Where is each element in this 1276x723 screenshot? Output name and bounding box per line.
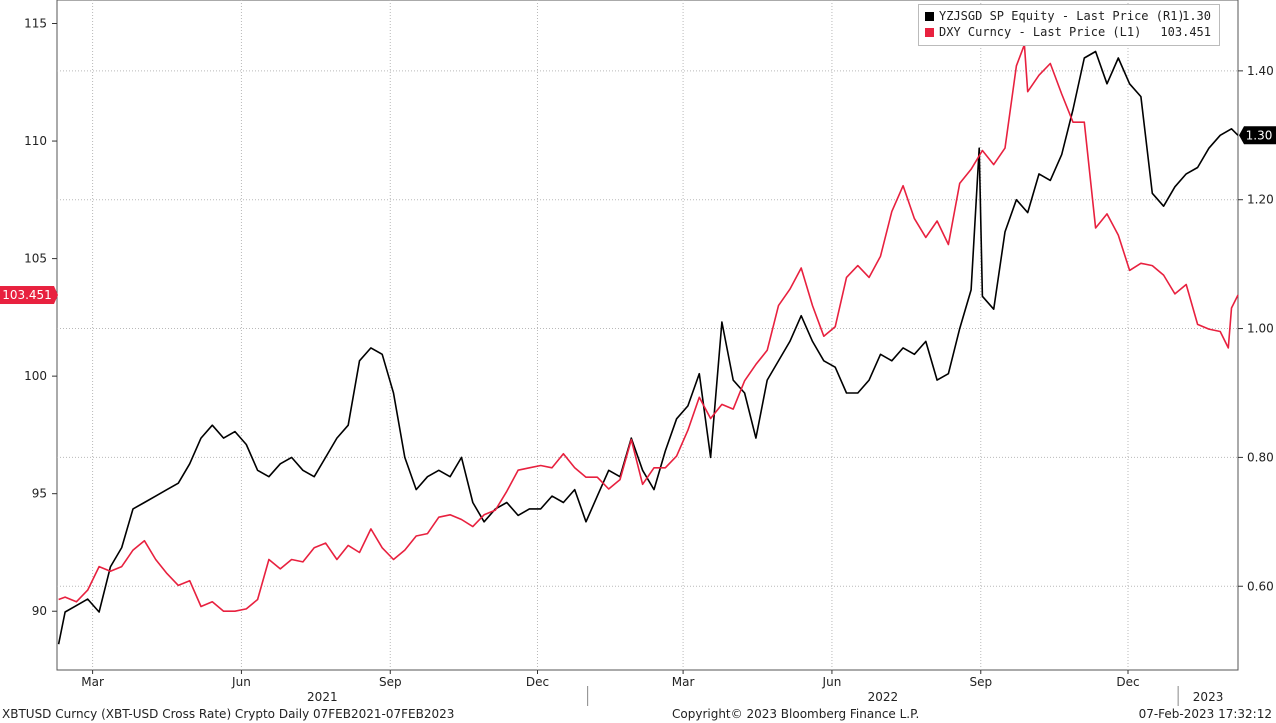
x-axis-month-label: Sep <box>379 675 402 689</box>
yzjsgd-price-line <box>57 50 1239 645</box>
left-axis-tick-label: 110 <box>24 134 47 148</box>
dxy-last-value-tag-pointer <box>54 286 58 305</box>
legend-value-dxy: 103.451 <box>1160 25 1211 39</box>
dxy-price-line <box>58 43 1239 612</box>
footer-copyright: Copyright© 2023 Bloomberg Finance L.P. <box>672 707 920 721</box>
legend-value-yzjsgd: 1.30 <box>1182 9 1211 23</box>
right-axis-tick-label: 0.60 <box>1247 579 1274 593</box>
left-axis-tick-label: 90 <box>32 604 47 618</box>
right-axis-tick-label: 1.00 <box>1247 322 1274 336</box>
left-axis-tick-label: 105 <box>24 252 47 266</box>
dxy-last-value-tag <box>0 286 54 305</box>
yzjsgd-last-value-label: 1.30 <box>1246 128 1273 142</box>
yzjsgd-last-value-tag <box>1239 126 1276 145</box>
right-axis-tick-label: 1.20 <box>1247 193 1274 207</box>
legend-swatch-black <box>925 12 934 21</box>
x-axis-year-label: 2022 <box>868 690 899 704</box>
x-axis-month-label: Sep <box>969 675 992 689</box>
left-axis-tick-label: 95 <box>32 487 47 501</box>
x-axis-year-label: 2023 <box>1193 690 1224 704</box>
footer-timestamp: 07-Feb-2023 17:32:12 <box>1138 707 1272 721</box>
x-axis-month-label: Jun <box>822 675 842 689</box>
right-axis-tick-label: 0.80 <box>1247 450 1274 464</box>
left-axis-tick-label: 115 <box>24 17 47 31</box>
footer-security-info: XBTUSD Curncy (XBT-USD Cross Rate) Crypt… <box>2 707 455 721</box>
legend-label-dxy: DXY Curncy - Last Price (L1) <box>939 25 1142 39</box>
legend-label-yzjsgd: YZJSGD SP Equity - Last Price (R1) <box>939 9 1185 23</box>
x-axis-month-label: Dec <box>1116 675 1139 689</box>
right-axis-tick-label: 1.40 <box>1247 64 1274 78</box>
left-axis-tick-label: 100 <box>24 369 47 383</box>
plot-frame <box>56 0 1239 671</box>
dxy-last-value-label: 103.451 <box>2 288 52 302</box>
x-axis-year-label: 2021 <box>307 690 338 704</box>
x-axis-month-label: Jun <box>231 675 251 689</box>
x-axis-month-label: Mar <box>672 675 695 689</box>
legend-swatch-red <box>925 28 934 37</box>
legend-entry-dxy: DXY Curncy - Last Price (L1) 103.451 <box>925 25 1215 41</box>
legend: YZJSGD SP Equity - Last Price (R1) 1.30 … <box>918 4 1220 46</box>
legend-entry-yzjsgd: YZJSGD SP Equity - Last Price (R1) 1.30 <box>925 9 1215 25</box>
x-axis-month-label: Dec <box>526 675 549 689</box>
x-axis-month-label: Mar <box>81 675 104 689</box>
